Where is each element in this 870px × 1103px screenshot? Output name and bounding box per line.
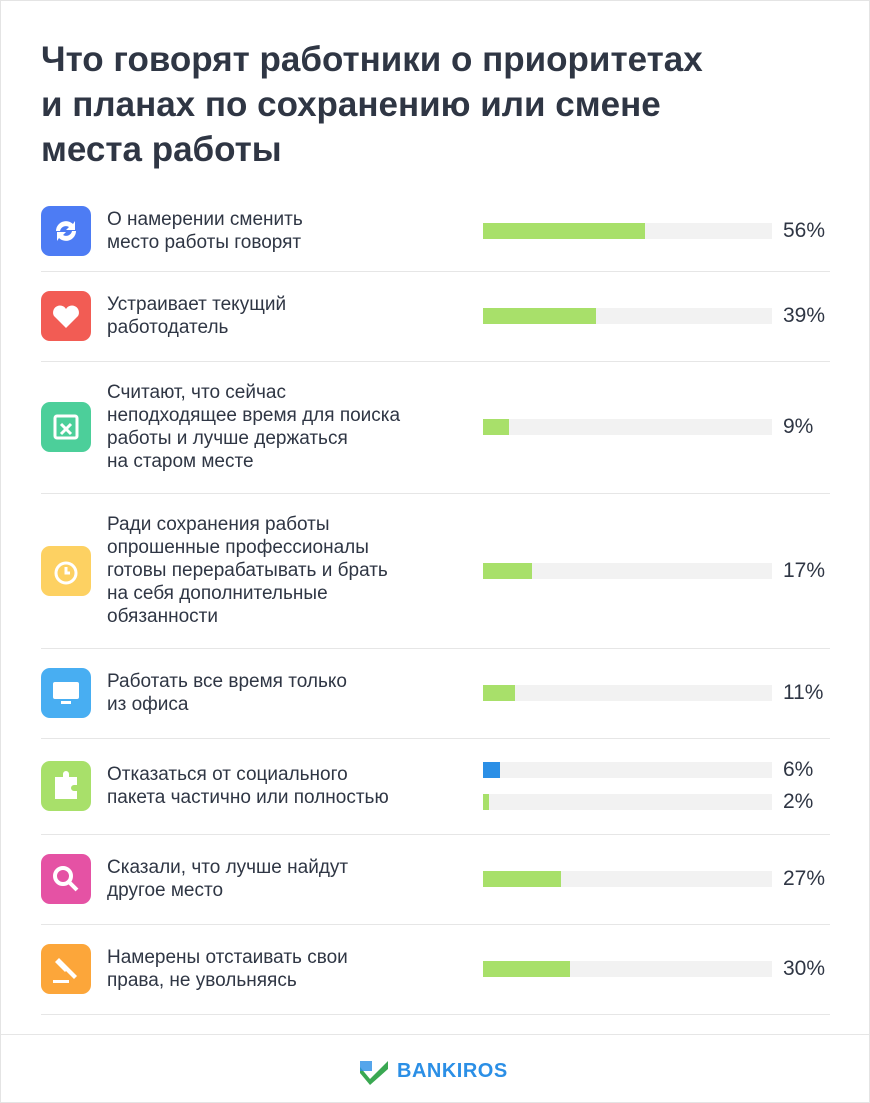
value-label: 56%	[783, 219, 826, 242]
icon-glyph	[54, 561, 78, 584]
category-label: Ради сохранения работы опрошенные профес…	[107, 514, 388, 627]
icon-glyph	[53, 305, 79, 328]
bar-track	[483, 794, 772, 810]
category-label: О намерении сменить место работы говорят	[107, 209, 303, 253]
value-label: 2%	[783, 790, 814, 813]
row: Отказаться от социального пакета частичн…	[41, 738, 830, 835]
bar-track	[483, 762, 772, 778]
category-label: Устраивает текущий работодатель	[107, 294, 287, 338]
bar	[483, 223, 645, 239]
category-label: Считают, что сейчас неподходящее время д…	[107, 382, 401, 472]
row: Считают, что сейчас неподходящее время д…	[41, 361, 830, 494]
icon	[41, 402, 91, 452]
icon	[41, 854, 91, 904]
bar-track	[483, 562, 772, 579]
icon	[41, 944, 91, 994]
icon-glyph	[53, 682, 79, 704]
value-label: 17%	[783, 558, 826, 582]
bar	[483, 419, 509, 435]
icon-glyph	[55, 771, 77, 799]
bar	[483, 762, 501, 778]
bar	[483, 961, 570, 977]
row: Ради сохранения работы опрошенные профес…	[41, 493, 830, 649]
icon	[41, 761, 91, 811]
bar-track	[483, 419, 772, 435]
value-label: 39%	[783, 304, 826, 327]
bar-track	[483, 961, 772, 977]
bar	[483, 685, 515, 701]
bar-track	[483, 308, 772, 324]
logo-icon	[360, 1061, 388, 1085]
brand: BANKIROS	[397, 1060, 508, 1082]
chart-title: Что говорят работники о приоритетах и пл…	[41, 40, 703, 169]
category-label: Отказаться от социального пакета частичн…	[107, 764, 389, 808]
row: Сказали, что лучше найдут другое место 27…	[41, 834, 830, 925]
row: О намерении сменить место работы говорят…	[41, 191, 830, 272]
icon	[41, 291, 91, 341]
bar-track	[483, 685, 772, 701]
value-label: 6%	[783, 758, 814, 781]
bar-track	[483, 871, 772, 887]
value-label: 9%	[783, 415, 814, 438]
icon-glyph	[53, 958, 77, 983]
category-label: Сказали, что лучше найдут другое место	[107, 857, 349, 901]
icon-glyph	[56, 221, 76, 241]
category-label: Работать все время только из офиса	[107, 671, 347, 715]
icon	[41, 668, 91, 718]
icon	[41, 545, 91, 596]
icon-glyph	[53, 866, 79, 892]
value-label: 30%	[783, 957, 826, 980]
value-label: 27%	[783, 867, 826, 890]
bar	[483, 871, 562, 887]
row: Устраивает текущий работодатель 39%	[41, 271, 830, 362]
bar-track	[483, 223, 772, 239]
bar	[483, 308, 596, 324]
footer-divider	[1, 1034, 869, 1035]
icon-glyph	[53, 414, 79, 440]
row: Намерены отстаивать свои права, не уволь…	[41, 924, 830, 1015]
bar	[483, 562, 533, 579]
icon	[41, 206, 91, 256]
row: Работать все время только из офиса 11%	[41, 648, 830, 739]
value-label: 11%	[783, 681, 824, 704]
category-label: Намерены отстаивать свои права, не уволь…	[107, 947, 348, 991]
bar	[483, 794, 489, 810]
